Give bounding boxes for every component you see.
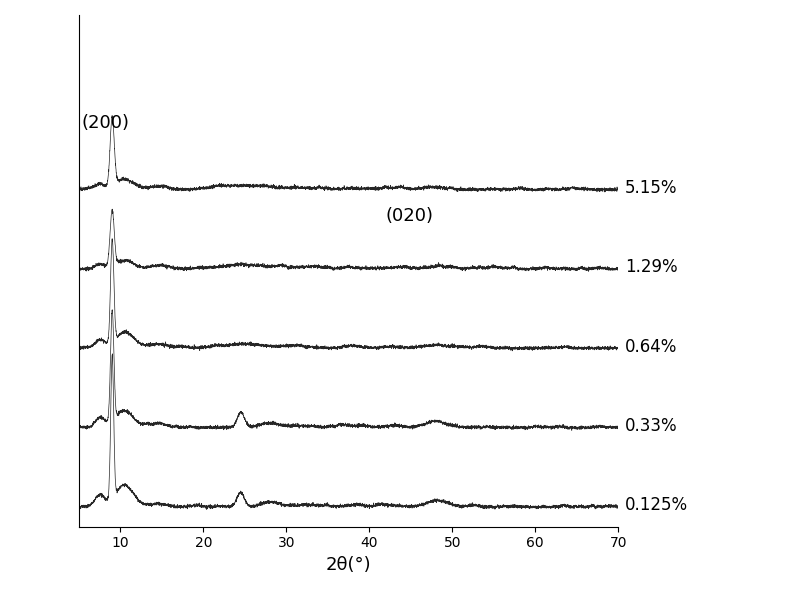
Text: 0.33%: 0.33% [625, 417, 678, 435]
Text: 5.15%: 5.15% [625, 179, 678, 197]
Text: (020): (020) [386, 207, 434, 225]
Text: (200): (200) [82, 114, 130, 132]
Text: 0.125%: 0.125% [625, 497, 688, 514]
Text: 1.29%: 1.29% [625, 259, 678, 276]
X-axis label: 2θ(°): 2θ(°) [326, 556, 371, 574]
Text: 0.64%: 0.64% [625, 337, 678, 356]
